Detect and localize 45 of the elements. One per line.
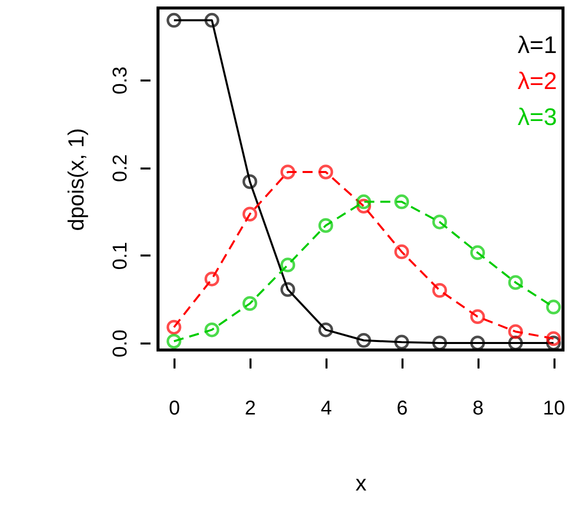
point	[356, 194, 372, 210]
point	[394, 334, 410, 350]
text: λ=3	[518, 104, 557, 131]
point	[280, 164, 296, 180]
text: λ=2	[518, 68, 557, 95]
y-tick-label: 0.2	[110, 154, 132, 182]
x-tick-label: 2	[244, 398, 256, 420]
point	[432, 214, 448, 230]
point	[432, 283, 448, 298]
y-tick-label: 0.0	[110, 330, 132, 358]
x-axis-title: x	[356, 470, 366, 496]
point	[470, 245, 485, 260]
y-tick-label: 0.1	[110, 242, 132, 270]
point	[432, 336, 448, 350]
point	[546, 300, 561, 314]
point	[242, 296, 258, 311]
point	[356, 332, 372, 348]
point	[508, 275, 523, 290]
point	[470, 309, 485, 324]
point	[394, 244, 410, 260]
point	[318, 218, 334, 233]
x-tick-label: 4	[320, 398, 332, 420]
point	[204, 272, 220, 286]
x-tick-label: 0	[168, 398, 180, 420]
point	[166, 12, 182, 28]
x-tick-label: 8	[472, 398, 484, 420]
point	[204, 322, 220, 338]
point	[546, 331, 561, 346]
x-tick-label: 10	[542, 398, 566, 420]
point	[470, 336, 485, 350]
y-tick-label: 0.3	[110, 66, 132, 94]
point	[280, 258, 296, 272]
x-tick-label: 6	[396, 398, 408, 420]
point	[318, 322, 334, 338]
point	[166, 320, 182, 335]
text: λ=1	[518, 32, 557, 59]
point	[318, 164, 334, 180]
y-axis-title: dpois(x, 1)	[64, 128, 88, 231]
point	[204, 12, 220, 28]
point	[394, 194, 410, 210]
point	[242, 174, 258, 189]
point	[242, 206, 258, 222]
point	[280, 282, 296, 297]
point	[166, 334, 182, 349]
point	[508, 324, 523, 339]
